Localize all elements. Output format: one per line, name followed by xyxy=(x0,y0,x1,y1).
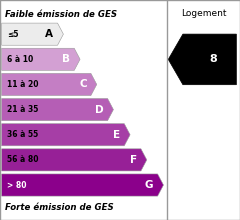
Text: 56 à 80: 56 à 80 xyxy=(7,155,38,164)
Polygon shape xyxy=(2,99,114,121)
Text: Faible émission de GES: Faible émission de GES xyxy=(5,10,117,19)
Text: ≤5: ≤5 xyxy=(7,30,18,39)
Polygon shape xyxy=(2,174,163,196)
Text: 11 à 20: 11 à 20 xyxy=(7,80,38,89)
Text: Forte émission de GES: Forte émission de GES xyxy=(5,203,114,212)
Polygon shape xyxy=(2,73,97,95)
Text: C: C xyxy=(79,79,87,90)
Text: 6 à 10: 6 à 10 xyxy=(7,55,33,64)
Text: B: B xyxy=(62,54,70,64)
Polygon shape xyxy=(2,23,63,45)
Text: 21 à 35: 21 à 35 xyxy=(7,105,38,114)
Text: 36 à 55: 36 à 55 xyxy=(7,130,38,139)
Polygon shape xyxy=(2,149,147,171)
Text: D: D xyxy=(95,104,103,115)
Text: > 80: > 80 xyxy=(7,181,26,189)
Polygon shape xyxy=(168,34,236,85)
Polygon shape xyxy=(2,48,80,70)
Text: Logement: Logement xyxy=(181,9,226,18)
Text: 8: 8 xyxy=(210,54,217,64)
Text: G: G xyxy=(145,180,153,190)
Text: A: A xyxy=(45,29,53,39)
Text: E: E xyxy=(113,130,120,140)
Polygon shape xyxy=(2,124,130,146)
Text: F: F xyxy=(130,155,137,165)
